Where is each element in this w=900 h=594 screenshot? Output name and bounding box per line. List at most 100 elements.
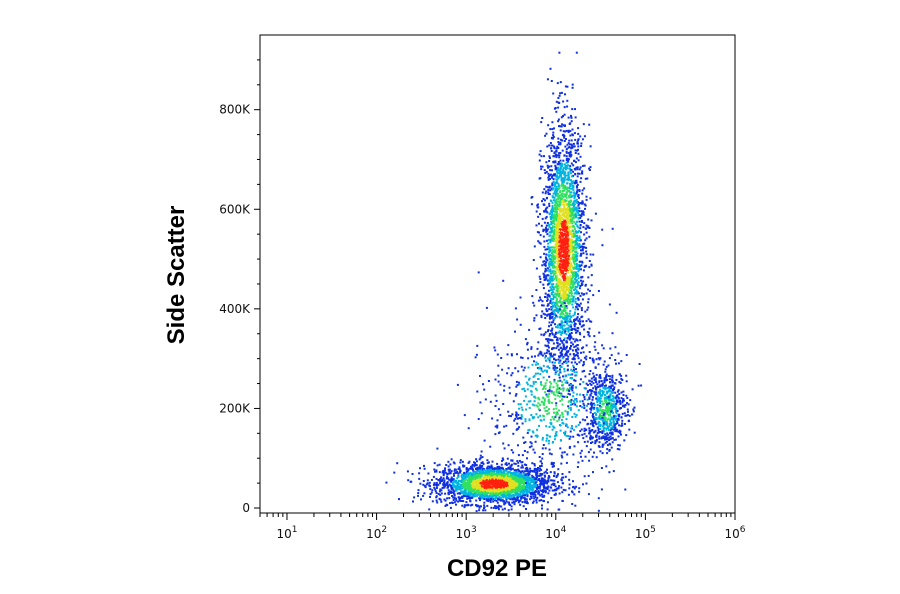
data-point [542,477,545,480]
data-point [548,231,551,234]
data-point [553,219,556,222]
data-point [561,172,563,175]
data-point [552,240,555,243]
data-point [570,146,573,149]
data-point [566,275,569,278]
data-point [538,474,541,477]
data-point [546,196,548,199]
data-point [444,504,447,507]
data-point [473,488,476,491]
data-point [571,503,574,505]
data-point [557,106,560,109]
data-point [555,218,558,221]
data-point [547,224,550,227]
data-point [577,148,579,151]
data-point [574,285,577,288]
data-point [567,262,570,265]
data-point [559,281,561,284]
data-point [548,269,551,272]
data-point [517,475,520,477]
data-point [543,199,546,202]
data-point [477,481,480,484]
data-point [570,289,573,292]
data-point [563,361,565,364]
data-point [548,175,551,178]
data-point [553,208,556,211]
data-point [562,291,565,294]
data-point [494,482,497,485]
data-point [530,493,533,496]
data-point [581,212,584,215]
data-point [567,284,570,286]
data-point [565,333,568,336]
data-point [564,236,567,239]
data-point [510,505,513,508]
data-point [555,331,557,334]
data-point [495,492,498,495]
data-point [460,484,463,487]
data-point [578,269,580,272]
data-point [556,309,559,312]
data-point [584,283,587,286]
data-point [492,488,495,491]
data-point [458,499,461,502]
data-point [545,277,548,280]
data-point [571,187,574,190]
data-point [490,474,493,477]
data-point [571,373,574,376]
data-point [563,178,566,181]
data-point [468,472,471,475]
data-point [498,466,501,469]
data-point [577,195,580,198]
data-point [525,477,528,480]
data-point [547,238,550,241]
data-point [440,500,443,503]
data-point [504,488,507,491]
data-point [445,464,448,466]
data-point [550,324,553,327]
data-point [439,482,442,485]
data-point [558,241,561,244]
data-point [567,207,570,210]
data-point [566,313,569,316]
data-point [552,233,555,236]
data-point [428,508,431,511]
data-point [570,294,573,297]
data-point [559,347,562,350]
data-point [560,479,563,482]
data-point [548,160,551,162]
data-point [557,137,560,140]
data-point [557,166,560,169]
data-point [555,239,558,242]
data-point [585,195,588,198]
data-point [574,250,577,253]
data-point [506,494,509,496]
data-point [453,474,455,477]
data-point [570,180,573,183]
data-point [478,470,481,473]
data-point [575,331,577,334]
data-point [459,492,461,495]
data-point [569,199,572,202]
data-point [518,500,520,503]
data-point [567,360,570,363]
data-point [569,285,572,288]
data-point [560,322,563,325]
data-point [564,249,567,252]
data-point [467,479,470,482]
data-point [561,182,564,185]
data-point [577,281,580,284]
data-point [491,471,494,474]
data-point [577,320,580,322]
data-point [465,468,468,471]
data-point [541,462,543,465]
data-point [563,140,566,142]
data-point [582,293,585,296]
data-point [577,212,580,215]
data-point [511,477,514,480]
data-point [558,205,561,208]
data-point [500,472,503,475]
data-point [418,472,421,475]
data-point [579,227,582,230]
data-point [467,495,470,498]
